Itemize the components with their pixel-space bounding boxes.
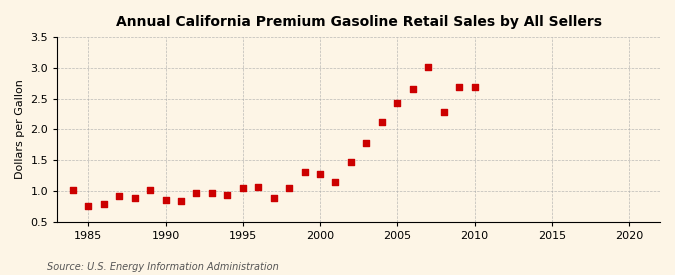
Point	[114, 194, 125, 198]
Point	[346, 160, 356, 164]
Point	[99, 202, 109, 207]
Y-axis label: Dollars per Gallon: Dollars per Gallon	[15, 79, 25, 179]
Point	[191, 191, 202, 195]
Point	[299, 170, 310, 175]
Title: Annual California Premium Gasoline Retail Sales by All Sellers: Annual California Premium Gasoline Retai…	[115, 15, 601, 29]
Point	[68, 188, 78, 192]
Point	[284, 186, 294, 190]
Point	[361, 141, 372, 145]
Point	[407, 87, 418, 92]
Point	[330, 180, 341, 184]
Point	[160, 198, 171, 202]
Point	[423, 64, 433, 69]
Point	[469, 85, 480, 89]
Point	[253, 185, 264, 189]
Point	[83, 204, 94, 208]
Point	[438, 110, 449, 114]
Point	[176, 199, 186, 203]
Point	[315, 172, 325, 176]
Point	[454, 85, 464, 89]
Point	[392, 101, 403, 105]
Point	[268, 196, 279, 200]
Text: Source: U.S. Energy Information Administration: Source: U.S. Energy Information Administ…	[47, 262, 279, 272]
Point	[207, 191, 217, 196]
Point	[377, 120, 387, 124]
Point	[222, 192, 233, 197]
Point	[238, 186, 248, 190]
Point	[129, 196, 140, 200]
Point	[144, 188, 155, 192]
